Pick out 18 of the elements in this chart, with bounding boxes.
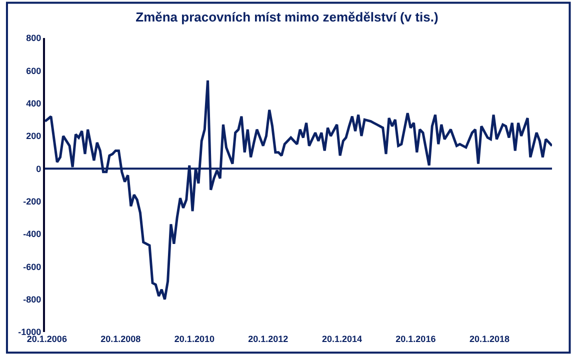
- y-tick-label: -400: [23, 229, 42, 240]
- x-tick-label: 20.1.2018: [469, 334, 510, 344]
- x-tick-label: 20.1.2006: [26, 334, 67, 344]
- y-tick-label: 600: [26, 66, 42, 76]
- y-tick-label: -800: [23, 294, 42, 304]
- x-tick-label: 20.1.2016: [396, 334, 436, 344]
- y-tick-label: 200: [26, 131, 42, 142]
- x-tick-label: 20.1.2014: [322, 334, 362, 344]
- y-tick-label: -600: [23, 262, 42, 272]
- x-tick-label: 20.1.2012: [248, 334, 288, 344]
- y-tick-label: -200: [23, 196, 42, 206]
- chart-title: Změna pracovních míst mimo zemědělství (v tis.): [136, 10, 438, 25]
- line-series: [45, 79, 552, 301]
- y-tick-label: 0: [36, 164, 42, 174]
- y-tick-label: 400: [26, 98, 42, 108]
- x-tick-label: 20.1.2008: [100, 334, 141, 344]
- y-tick-label: 800: [26, 33, 42, 44]
- x-tick-label: 20.1.2010: [174, 334, 214, 344]
